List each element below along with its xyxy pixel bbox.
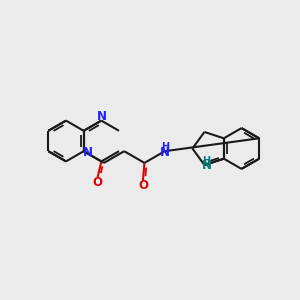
Text: N: N	[160, 146, 170, 159]
Text: N: N	[97, 110, 107, 123]
Text: N: N	[202, 159, 212, 172]
Text: H: H	[202, 156, 211, 166]
Text: H: H	[161, 142, 169, 152]
Text: O: O	[138, 179, 148, 192]
Text: O: O	[92, 176, 102, 189]
Text: N: N	[82, 146, 93, 159]
